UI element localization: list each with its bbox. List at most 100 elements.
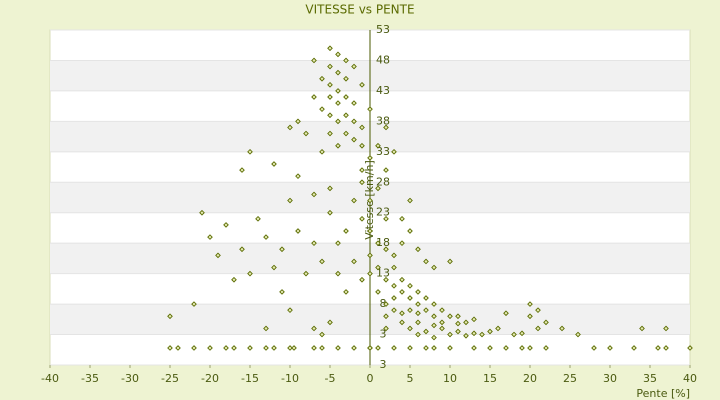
x-tick-label: -35 bbox=[81, 372, 99, 385]
point bbox=[383, 301, 389, 307]
point bbox=[327, 130, 333, 137]
x-tick-label: -15 bbox=[241, 372, 259, 385]
point bbox=[463, 332, 469, 339]
point bbox=[263, 325, 269, 332]
point bbox=[471, 330, 477, 337]
point bbox=[375, 345, 381, 351]
point bbox=[447, 331, 453, 338]
point bbox=[231, 276, 237, 283]
point bbox=[367, 345, 373, 351]
point bbox=[455, 320, 461, 327]
point bbox=[327, 81, 333, 88]
point bbox=[407, 197, 413, 204]
x-tick-label: 20 bbox=[523, 372, 537, 385]
point bbox=[383, 246, 389, 253]
point bbox=[495, 325, 501, 332]
point bbox=[367, 106, 373, 113]
point bbox=[327, 45, 333, 52]
point bbox=[431, 313, 437, 320]
point bbox=[327, 112, 333, 119]
point bbox=[359, 215, 365, 222]
point bbox=[191, 301, 197, 307]
y-tick-label: 13 bbox=[376, 267, 390, 280]
point bbox=[271, 264, 277, 271]
point bbox=[663, 345, 669, 351]
point bbox=[415, 319, 421, 326]
x-axis-label: Pente [%] bbox=[636, 387, 690, 400]
point bbox=[343, 57, 349, 64]
point bbox=[639, 325, 645, 332]
point bbox=[239, 167, 245, 173]
point bbox=[263, 345, 269, 351]
point bbox=[335, 100, 341, 106]
point bbox=[327, 94, 333, 100]
point bbox=[335, 88, 341, 94]
point bbox=[319, 331, 325, 338]
x-tick-label: 5 bbox=[407, 372, 414, 385]
point bbox=[335, 240, 341, 247]
x-tick-label: 25 bbox=[563, 372, 577, 385]
point bbox=[351, 345, 357, 351]
point bbox=[407, 345, 413, 351]
point bbox=[343, 228, 349, 234]
point bbox=[375, 289, 381, 295]
point bbox=[511, 331, 517, 338]
point bbox=[559, 325, 565, 332]
point bbox=[439, 319, 445, 326]
point bbox=[375, 264, 381, 271]
y-tick-label: 28 bbox=[376, 175, 390, 188]
point bbox=[319, 345, 325, 351]
x-tick-label: 0 bbox=[367, 372, 374, 385]
point bbox=[399, 289, 405, 295]
point bbox=[415, 310, 421, 317]
point bbox=[439, 325, 445, 332]
point bbox=[343, 289, 349, 295]
x-tick-label: 40 bbox=[683, 372, 697, 385]
point bbox=[191, 345, 197, 351]
point bbox=[223, 222, 229, 228]
point bbox=[399, 276, 405, 283]
point bbox=[311, 57, 317, 64]
point bbox=[423, 328, 429, 335]
x-tick-label: -10 bbox=[281, 372, 299, 385]
y-tick-label: 23 bbox=[376, 206, 390, 219]
point bbox=[431, 301, 437, 307]
y-tick-label: 18 bbox=[376, 236, 390, 249]
point bbox=[319, 75, 325, 82]
point bbox=[167, 345, 173, 351]
x-tick-label: 15 bbox=[483, 372, 497, 385]
point bbox=[311, 240, 317, 247]
point bbox=[367, 252, 373, 259]
point bbox=[431, 264, 437, 271]
point bbox=[367, 197, 373, 204]
point bbox=[207, 345, 213, 351]
point bbox=[295, 173, 301, 180]
point bbox=[359, 276, 365, 283]
point bbox=[223, 345, 229, 351]
point bbox=[447, 313, 453, 320]
point bbox=[391, 307, 397, 314]
point bbox=[351, 100, 357, 106]
point bbox=[471, 345, 477, 351]
point bbox=[463, 319, 469, 326]
point bbox=[295, 118, 301, 125]
point bbox=[543, 345, 549, 351]
point bbox=[367, 155, 373, 161]
point bbox=[487, 345, 493, 351]
chart-title: VITESSE vs PENTE bbox=[305, 3, 414, 17]
point bbox=[367, 270, 373, 277]
point bbox=[291, 345, 297, 351]
point bbox=[383, 325, 389, 332]
point bbox=[319, 106, 325, 113]
y-tick-label: 53 bbox=[376, 23, 390, 36]
point bbox=[383, 313, 389, 320]
point bbox=[607, 345, 613, 351]
point bbox=[391, 345, 397, 351]
point bbox=[335, 118, 341, 125]
point bbox=[311, 191, 317, 198]
point bbox=[415, 289, 421, 295]
point bbox=[543, 319, 549, 326]
point bbox=[375, 240, 381, 247]
point bbox=[591, 345, 597, 351]
